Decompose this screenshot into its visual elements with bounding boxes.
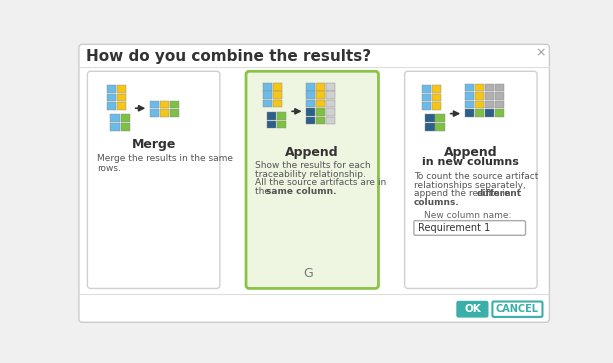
Bar xyxy=(267,112,276,120)
Text: append the results in: append the results in xyxy=(414,189,513,198)
Text: Merge: Merge xyxy=(131,138,176,151)
Bar xyxy=(326,108,335,116)
Text: 𝖦: 𝖦 xyxy=(303,266,313,280)
Bar xyxy=(495,109,504,117)
Bar xyxy=(316,91,326,99)
Bar xyxy=(273,83,282,90)
FancyBboxPatch shape xyxy=(457,302,488,317)
Bar xyxy=(495,83,504,91)
Text: traceability relationship.: traceability relationship. xyxy=(255,170,366,179)
Text: OK: OK xyxy=(464,304,481,314)
Bar xyxy=(160,109,169,117)
Bar xyxy=(326,91,335,99)
Bar xyxy=(316,100,326,107)
FancyBboxPatch shape xyxy=(405,71,537,289)
Text: All the source artifacts are in: All the source artifacts are in xyxy=(255,178,387,187)
Bar xyxy=(485,109,494,117)
Bar xyxy=(474,101,484,108)
Bar xyxy=(422,94,431,101)
Text: Requirement 1: Requirement 1 xyxy=(419,223,491,233)
Text: different: different xyxy=(477,189,522,198)
Bar xyxy=(485,83,494,91)
Bar xyxy=(435,123,444,131)
Text: columns.: columns. xyxy=(414,197,460,207)
Bar xyxy=(263,100,272,107)
Bar xyxy=(474,109,484,117)
Bar xyxy=(263,91,272,99)
Bar xyxy=(110,114,120,122)
Bar xyxy=(306,117,315,125)
Text: Show the results for each: Show the results for each xyxy=(255,162,371,170)
Bar xyxy=(263,83,272,90)
Text: Merge the results in the same: Merge the results in the same xyxy=(97,154,233,163)
Text: in new columns: in new columns xyxy=(422,157,519,167)
Bar xyxy=(465,92,474,100)
Text: ×: × xyxy=(536,46,546,59)
Bar xyxy=(107,94,116,101)
Text: the: the xyxy=(255,187,273,196)
Bar xyxy=(465,109,474,117)
Bar xyxy=(306,108,315,116)
Bar xyxy=(432,102,441,110)
FancyBboxPatch shape xyxy=(88,71,220,289)
Text: CANCEL: CANCEL xyxy=(496,304,539,314)
Text: How do you combine the results?: How do you combine the results? xyxy=(86,49,371,64)
Bar xyxy=(474,83,484,91)
Bar xyxy=(435,114,444,122)
Text: same column.: same column. xyxy=(266,187,337,196)
Bar xyxy=(121,114,130,122)
Bar xyxy=(425,114,435,122)
Text: Append: Append xyxy=(444,146,498,159)
Bar xyxy=(422,85,431,93)
Bar xyxy=(316,108,326,116)
FancyBboxPatch shape xyxy=(492,302,543,317)
Bar xyxy=(170,101,179,108)
Bar xyxy=(485,101,494,108)
FancyBboxPatch shape xyxy=(79,44,549,322)
FancyBboxPatch shape xyxy=(246,71,378,289)
Bar xyxy=(273,100,282,107)
Bar xyxy=(425,123,435,131)
Bar xyxy=(326,100,335,107)
Text: relationships separately,: relationships separately, xyxy=(414,181,525,189)
Bar xyxy=(306,91,315,99)
Bar xyxy=(474,92,484,100)
Bar xyxy=(306,83,315,90)
Bar xyxy=(160,101,169,108)
Bar xyxy=(121,123,130,131)
Text: rows.: rows. xyxy=(97,164,121,173)
Bar xyxy=(170,109,179,117)
Bar xyxy=(277,121,286,128)
Text: To count the source artifact: To count the source artifact xyxy=(414,172,538,181)
Bar xyxy=(495,101,504,108)
Bar xyxy=(316,117,326,125)
Bar xyxy=(150,101,159,108)
Bar xyxy=(495,92,504,100)
Bar xyxy=(273,91,282,99)
Bar xyxy=(432,85,441,93)
Bar xyxy=(326,117,335,125)
Bar xyxy=(465,83,474,91)
Bar xyxy=(277,112,286,120)
Bar xyxy=(116,94,126,101)
Text: Append: Append xyxy=(286,146,339,159)
Bar xyxy=(422,102,431,110)
Bar xyxy=(107,102,116,110)
Bar xyxy=(432,94,441,101)
Bar xyxy=(465,101,474,108)
FancyBboxPatch shape xyxy=(414,221,525,235)
Bar xyxy=(326,83,335,90)
Text: New column name:: New column name: xyxy=(424,211,511,220)
Bar xyxy=(306,100,315,107)
Bar xyxy=(116,102,126,110)
Bar xyxy=(485,92,494,100)
Bar xyxy=(267,121,276,128)
Bar xyxy=(116,85,126,93)
Bar xyxy=(107,85,116,93)
Bar xyxy=(150,109,159,117)
Bar xyxy=(110,123,120,131)
Bar xyxy=(316,83,326,90)
